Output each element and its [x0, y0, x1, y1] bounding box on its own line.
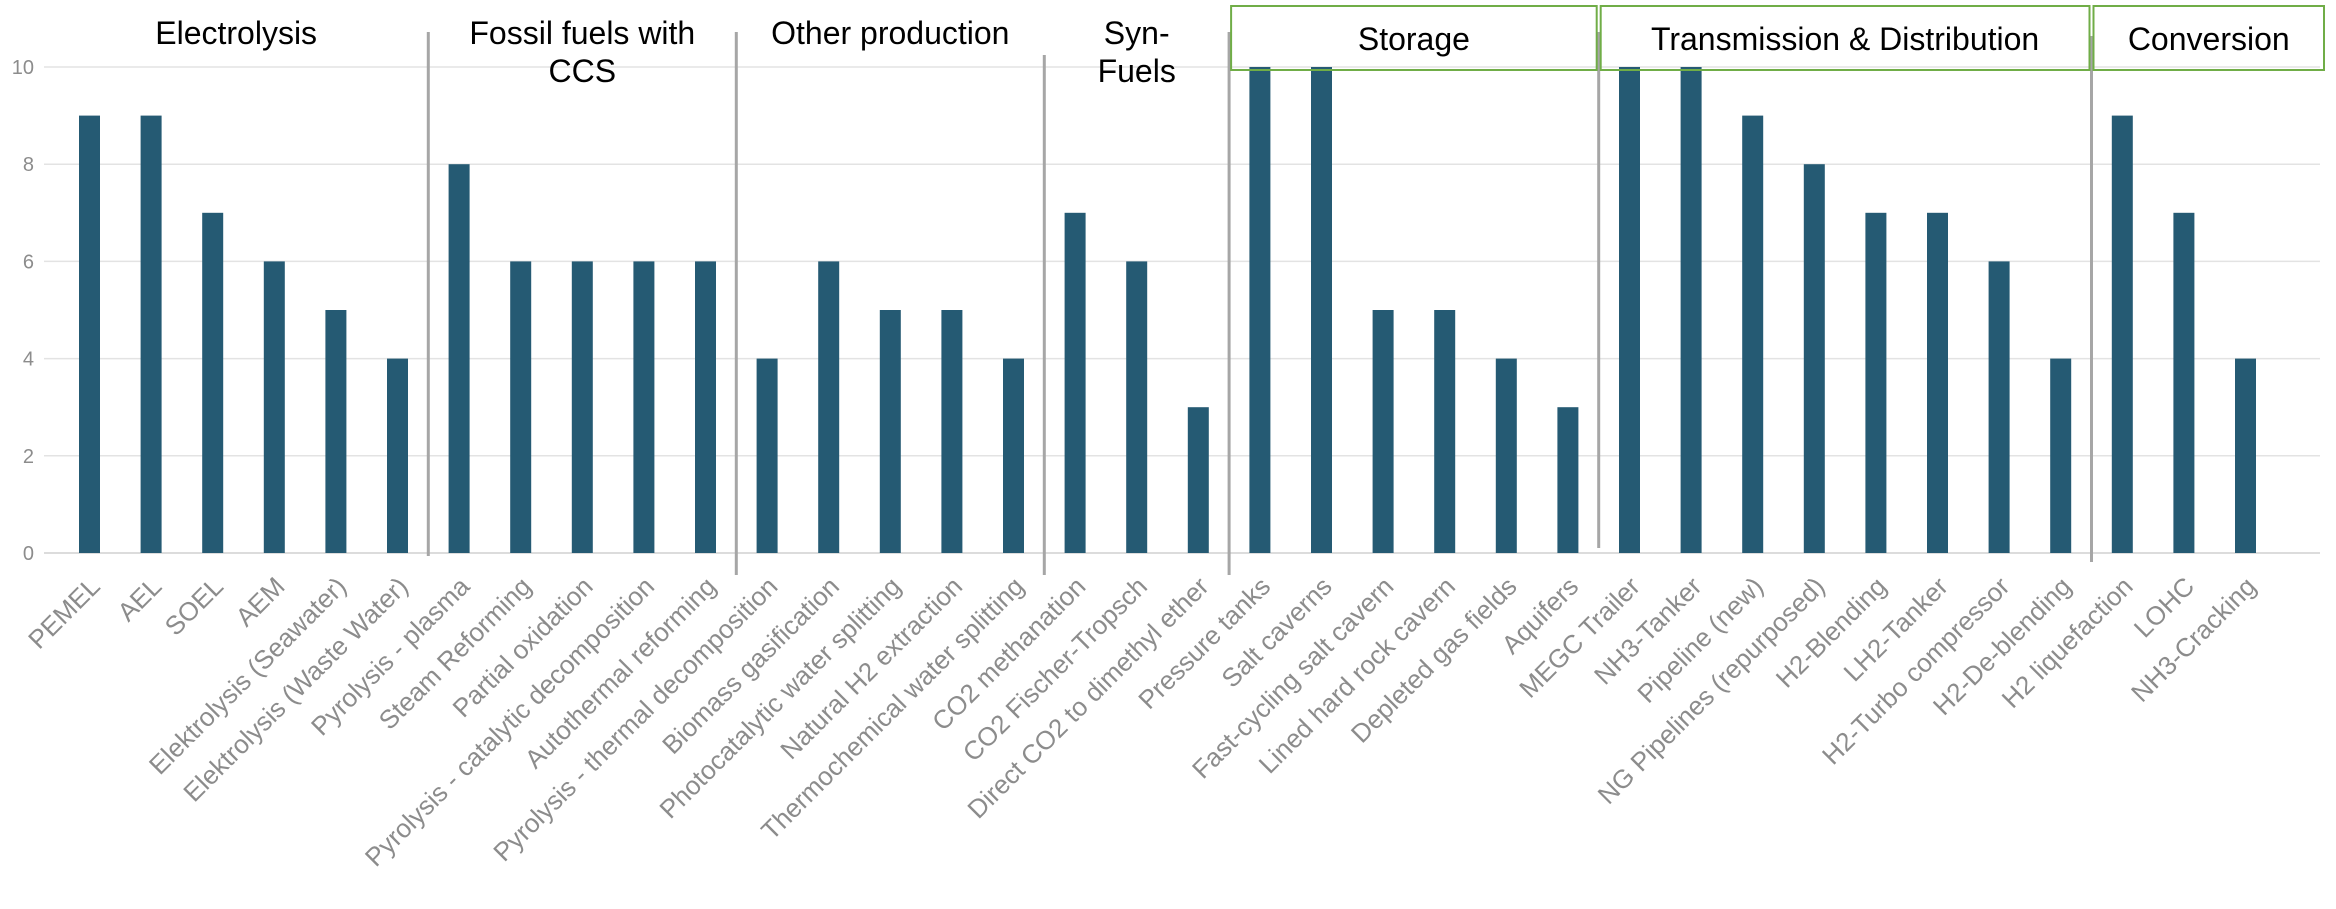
bar: [387, 358, 408, 553]
bar: [1495, 358, 1517, 553]
group-label: Transmission & Distribution: [1651, 21, 2039, 57]
y-tick-label: 4: [23, 349, 34, 371]
bar: [941, 310, 963, 553]
bar: [1372, 310, 1394, 553]
bar: [633, 261, 655, 553]
group-header-boxes: [1230, 5, 2325, 71]
bar: [1187, 407, 1209, 553]
group-separators: [426, 32, 2093, 575]
y-tick-label: 2: [23, 446, 34, 468]
bar: [1126, 261, 1148, 553]
group-label: Storage: [1358, 21, 1470, 57]
bar: [1619, 67, 1640, 553]
x-tick-label: SOEL: [159, 571, 229, 641]
y-tick-label: 10: [12, 57, 34, 79]
bar: [1434, 310, 1456, 553]
bar: [510, 261, 532, 553]
bar: [2111, 115, 2133, 553]
group-header-box: [1230, 5, 1598, 71]
bar: [79, 115, 100, 553]
bars: [79, 67, 2256, 554]
group-label: Electrolysis: [155, 15, 317, 51]
bar: [1249, 67, 1271, 553]
bar: [1064, 212, 1086, 554]
bar: [140, 115, 162, 553]
bar: [263, 261, 285, 553]
bar: [1311, 67, 1332, 553]
group-label: Syn-Fuels: [1098, 15, 1176, 89]
bar: [1803, 164, 1825, 553]
group-label: Conversion: [2128, 21, 2290, 57]
y-axis-ticks: 0 2 4 6 8 10: [12, 57, 34, 565]
group-header-box: [1599, 5, 2091, 71]
bar: [1742, 115, 1764, 553]
bar: [1557, 407, 1579, 553]
bar: [2235, 358, 2256, 553]
bar: [818, 261, 840, 553]
bar: [1988, 261, 2010, 553]
y-tick-label: 0: [23, 543, 34, 565]
group-header-box: [2092, 5, 2325, 71]
bar: [571, 261, 593, 553]
group-label: Fossil fuels with CCS: [469, 15, 695, 89]
bar: [448, 164, 470, 553]
bar: [1927, 212, 1948, 554]
y-tick-label: 6: [23, 251, 34, 273]
x-tick-label: PEMEL: [22, 571, 106, 655]
bar: [2173, 212, 2195, 554]
bar: [1003, 358, 1024, 553]
bar: [1865, 212, 1887, 554]
gridlines: [44, 66, 2320, 554]
bar: [756, 358, 778, 553]
bar: [1680, 67, 1702, 553]
bar: [695, 261, 716, 553]
bar: [2050, 358, 2072, 553]
bar: [202, 212, 224, 554]
bar: [879, 310, 901, 553]
group-labels: Electrolysis Fossil fuels with CCS Other pr…: [155, 15, 2289, 89]
y-tick-label: 8: [23, 154, 34, 176]
group-label: Other production: [771, 15, 1009, 51]
bar: [325, 310, 347, 553]
